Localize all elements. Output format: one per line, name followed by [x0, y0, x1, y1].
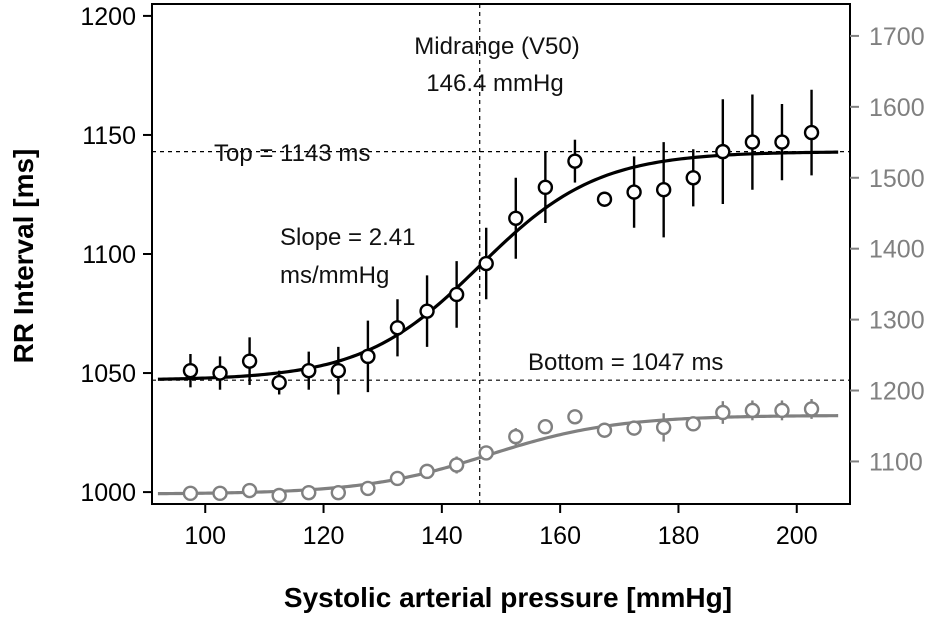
y2-tick-label: 1500: [869, 165, 925, 193]
data-point: [685, 416, 701, 432]
x-tick-label: 200: [776, 522, 818, 550]
data-point: [626, 420, 642, 436]
x-tick-label: 180: [658, 522, 700, 550]
data-point: [567, 409, 583, 425]
y2-tick-label: 1600: [869, 94, 925, 122]
y-axis-title: RR Interval [ms]: [8, 149, 39, 364]
y-tick-label: 1100: [82, 241, 136, 269]
y2-tick-label: 1300: [869, 307, 925, 335]
data-point: [774, 134, 790, 150]
data-point: [419, 303, 435, 319]
data-point: [271, 374, 287, 391]
data-point: [241, 482, 258, 499]
data-point: [774, 402, 790, 419]
y2-tick-label: 1100: [869, 448, 923, 476]
x-tick-label: 140: [421, 522, 463, 550]
data-point: [301, 362, 317, 379]
data-point: [448, 457, 465, 473]
data-point: [744, 402, 761, 419]
data-point: [596, 191, 613, 207]
y-tick-label: 1000: [80, 479, 136, 507]
midrange-title: Midrange (V50): [414, 33, 579, 60]
data-point: [537, 179, 554, 196]
data-point: [330, 362, 347, 379]
data-point: [182, 485, 199, 502]
data-point: [360, 480, 376, 497]
x-tick-label: 100: [184, 522, 226, 550]
data-point: [419, 463, 435, 480]
data-point: [715, 404, 731, 421]
x-tick-label: 160: [539, 522, 581, 550]
data-point: [212, 365, 228, 381]
top-label: Top = 1143 ms: [214, 140, 370, 167]
midrange-value: 146.4 mmHg: [426, 70, 563, 97]
slope-label-line1: Slope = 2.41: [280, 224, 415, 251]
y2-tick-label: 1400: [869, 236, 925, 264]
data-point: [478, 255, 494, 272]
data-point: [567, 153, 583, 169]
data-point: [626, 184, 642, 200]
fit-curve-1: [157, 150, 839, 381]
data-point: [301, 484, 317, 501]
data-point: [655, 182, 672, 198]
data-point: [715, 143, 731, 160]
data-point: [389, 470, 406, 487]
data-point: [655, 419, 672, 436]
data-point: [803, 401, 820, 417]
data-point: [330, 484, 347, 501]
data-point: [508, 428, 524, 445]
slope-label-line2: ms/mmHg: [280, 262, 389, 289]
y-tick-label: 1200: [80, 3, 136, 31]
data-point: [389, 320, 406, 336]
data-point: [508, 210, 524, 226]
fit-curve-2: [157, 414, 839, 496]
x-axis-title: Systolic arterial pressure [mmHg]: [284, 582, 732, 613]
bottom-label: Bottom = 1047 ms: [528, 349, 723, 376]
y-tick-label: 1150: [82, 122, 136, 150]
data-point: [212, 485, 228, 502]
data-point: [448, 286, 465, 303]
data-point: [744, 134, 761, 150]
x-tick-label: 120: [303, 522, 345, 550]
y2-tick-label: 1200: [869, 378, 925, 406]
data-point: [685, 170, 701, 186]
y-tick-label: 1050: [80, 360, 136, 388]
data-point: [596, 422, 613, 438]
data-point: [271, 487, 287, 504]
data-point: [182, 362, 199, 379]
data-point: [537, 418, 554, 435]
data-point: [360, 348, 376, 365]
data-point: [241, 353, 258, 369]
data-point: [803, 124, 820, 141]
y2-tick-label: 1700: [869, 23, 925, 51]
data-point: [478, 445, 494, 461]
